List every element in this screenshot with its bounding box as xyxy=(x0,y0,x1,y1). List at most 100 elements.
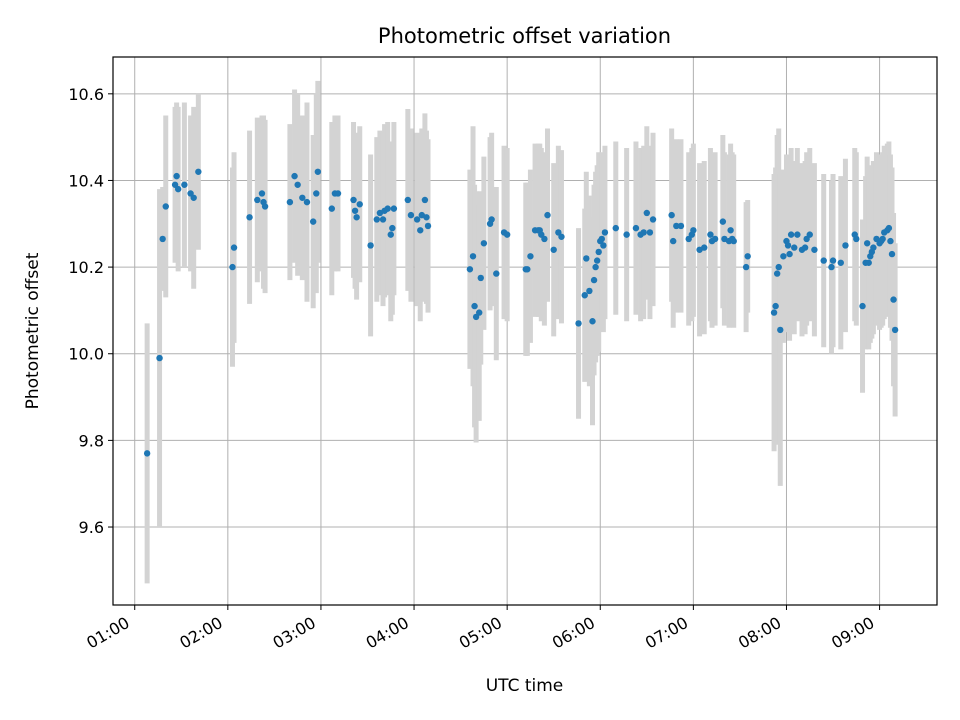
data-point xyxy=(404,196,412,204)
data-point xyxy=(195,168,202,175)
data-point xyxy=(600,242,607,249)
data-point xyxy=(353,214,360,221)
data-point xyxy=(350,196,357,204)
data-point xyxy=(488,216,495,223)
data-point xyxy=(421,196,429,204)
data-point xyxy=(407,211,415,219)
chart-title: Photometric offset variation xyxy=(378,24,671,48)
data-point xyxy=(777,326,784,334)
y-axis-ticks: 9.6 9.8 10.0 10.2 10.4 10.6 xyxy=(68,85,113,537)
data-point xyxy=(595,248,602,256)
data-point xyxy=(730,237,737,245)
data-point xyxy=(887,237,894,245)
data-point xyxy=(646,229,654,236)
data-point xyxy=(334,190,342,197)
data-point xyxy=(550,246,557,253)
data-point xyxy=(303,198,311,206)
grid-lines xyxy=(113,57,937,605)
data-point xyxy=(707,231,714,238)
data-point xyxy=(558,233,565,240)
data-point xyxy=(589,318,596,325)
data-point xyxy=(853,235,860,243)
data-point xyxy=(677,222,685,230)
data-point xyxy=(770,309,778,316)
data-point xyxy=(173,172,180,180)
data-point xyxy=(261,203,269,210)
data-point xyxy=(390,205,398,212)
data-point xyxy=(356,201,363,208)
data-point xyxy=(590,276,598,284)
data-point xyxy=(309,218,317,225)
data-point xyxy=(387,231,394,238)
y-tick-label: 10.0 xyxy=(68,345,104,364)
data-point xyxy=(143,450,151,457)
data-point xyxy=(784,242,792,249)
data-point xyxy=(791,244,798,251)
data-point xyxy=(417,227,424,234)
data-point xyxy=(423,214,430,221)
data-point xyxy=(601,229,609,236)
data-point xyxy=(466,266,474,273)
data-point xyxy=(727,227,734,234)
data-point xyxy=(888,250,896,258)
data-point xyxy=(806,231,813,238)
data-point xyxy=(581,292,588,299)
data-point xyxy=(351,207,359,214)
data-point xyxy=(583,255,590,262)
data-point xyxy=(586,287,593,295)
data-point xyxy=(801,244,809,251)
data-point xyxy=(598,235,606,243)
data-point xyxy=(711,235,719,243)
data-point xyxy=(544,211,551,219)
data-point xyxy=(299,194,306,201)
data-point xyxy=(476,309,483,316)
data-points xyxy=(143,168,899,457)
data-point xyxy=(786,250,793,258)
data-point xyxy=(885,224,893,232)
data-point xyxy=(863,240,871,247)
data-point xyxy=(842,242,849,249)
data-point xyxy=(575,320,582,327)
data-point xyxy=(879,235,886,243)
data-point xyxy=(640,229,647,236)
data-point xyxy=(890,296,897,303)
data-point xyxy=(593,257,601,264)
data-point xyxy=(174,185,182,193)
data-point xyxy=(780,253,787,260)
data-point xyxy=(159,235,166,243)
data-point xyxy=(379,216,387,223)
y-tick-label: 9.6 xyxy=(79,518,104,537)
data-point xyxy=(314,168,322,175)
data-point xyxy=(477,274,484,282)
data-point xyxy=(669,237,677,245)
data-point xyxy=(190,194,197,201)
data-point xyxy=(668,211,675,219)
y-tick-label: 10.2 xyxy=(68,258,104,277)
data-point xyxy=(373,216,381,223)
data-point xyxy=(772,302,779,310)
data-point xyxy=(424,222,432,230)
data-point xyxy=(384,205,391,212)
data-point xyxy=(328,205,336,212)
data-point xyxy=(837,259,844,266)
data-point xyxy=(773,270,781,277)
data-point xyxy=(181,181,188,188)
data-point xyxy=(828,263,835,271)
data-point xyxy=(480,240,488,247)
data-point xyxy=(787,231,795,238)
data-point xyxy=(229,263,236,271)
data-point xyxy=(820,257,827,264)
y-tick-label: 9.8 xyxy=(79,431,104,450)
data-point xyxy=(690,227,697,234)
data-point xyxy=(230,244,238,251)
data-point xyxy=(286,198,294,206)
data-point xyxy=(870,244,877,251)
data-point xyxy=(503,231,511,238)
data-point xyxy=(294,181,301,188)
data-point xyxy=(592,263,599,271)
data-point xyxy=(811,246,818,253)
data-point xyxy=(649,216,657,223)
data-point xyxy=(891,326,899,334)
data-point xyxy=(291,172,298,180)
